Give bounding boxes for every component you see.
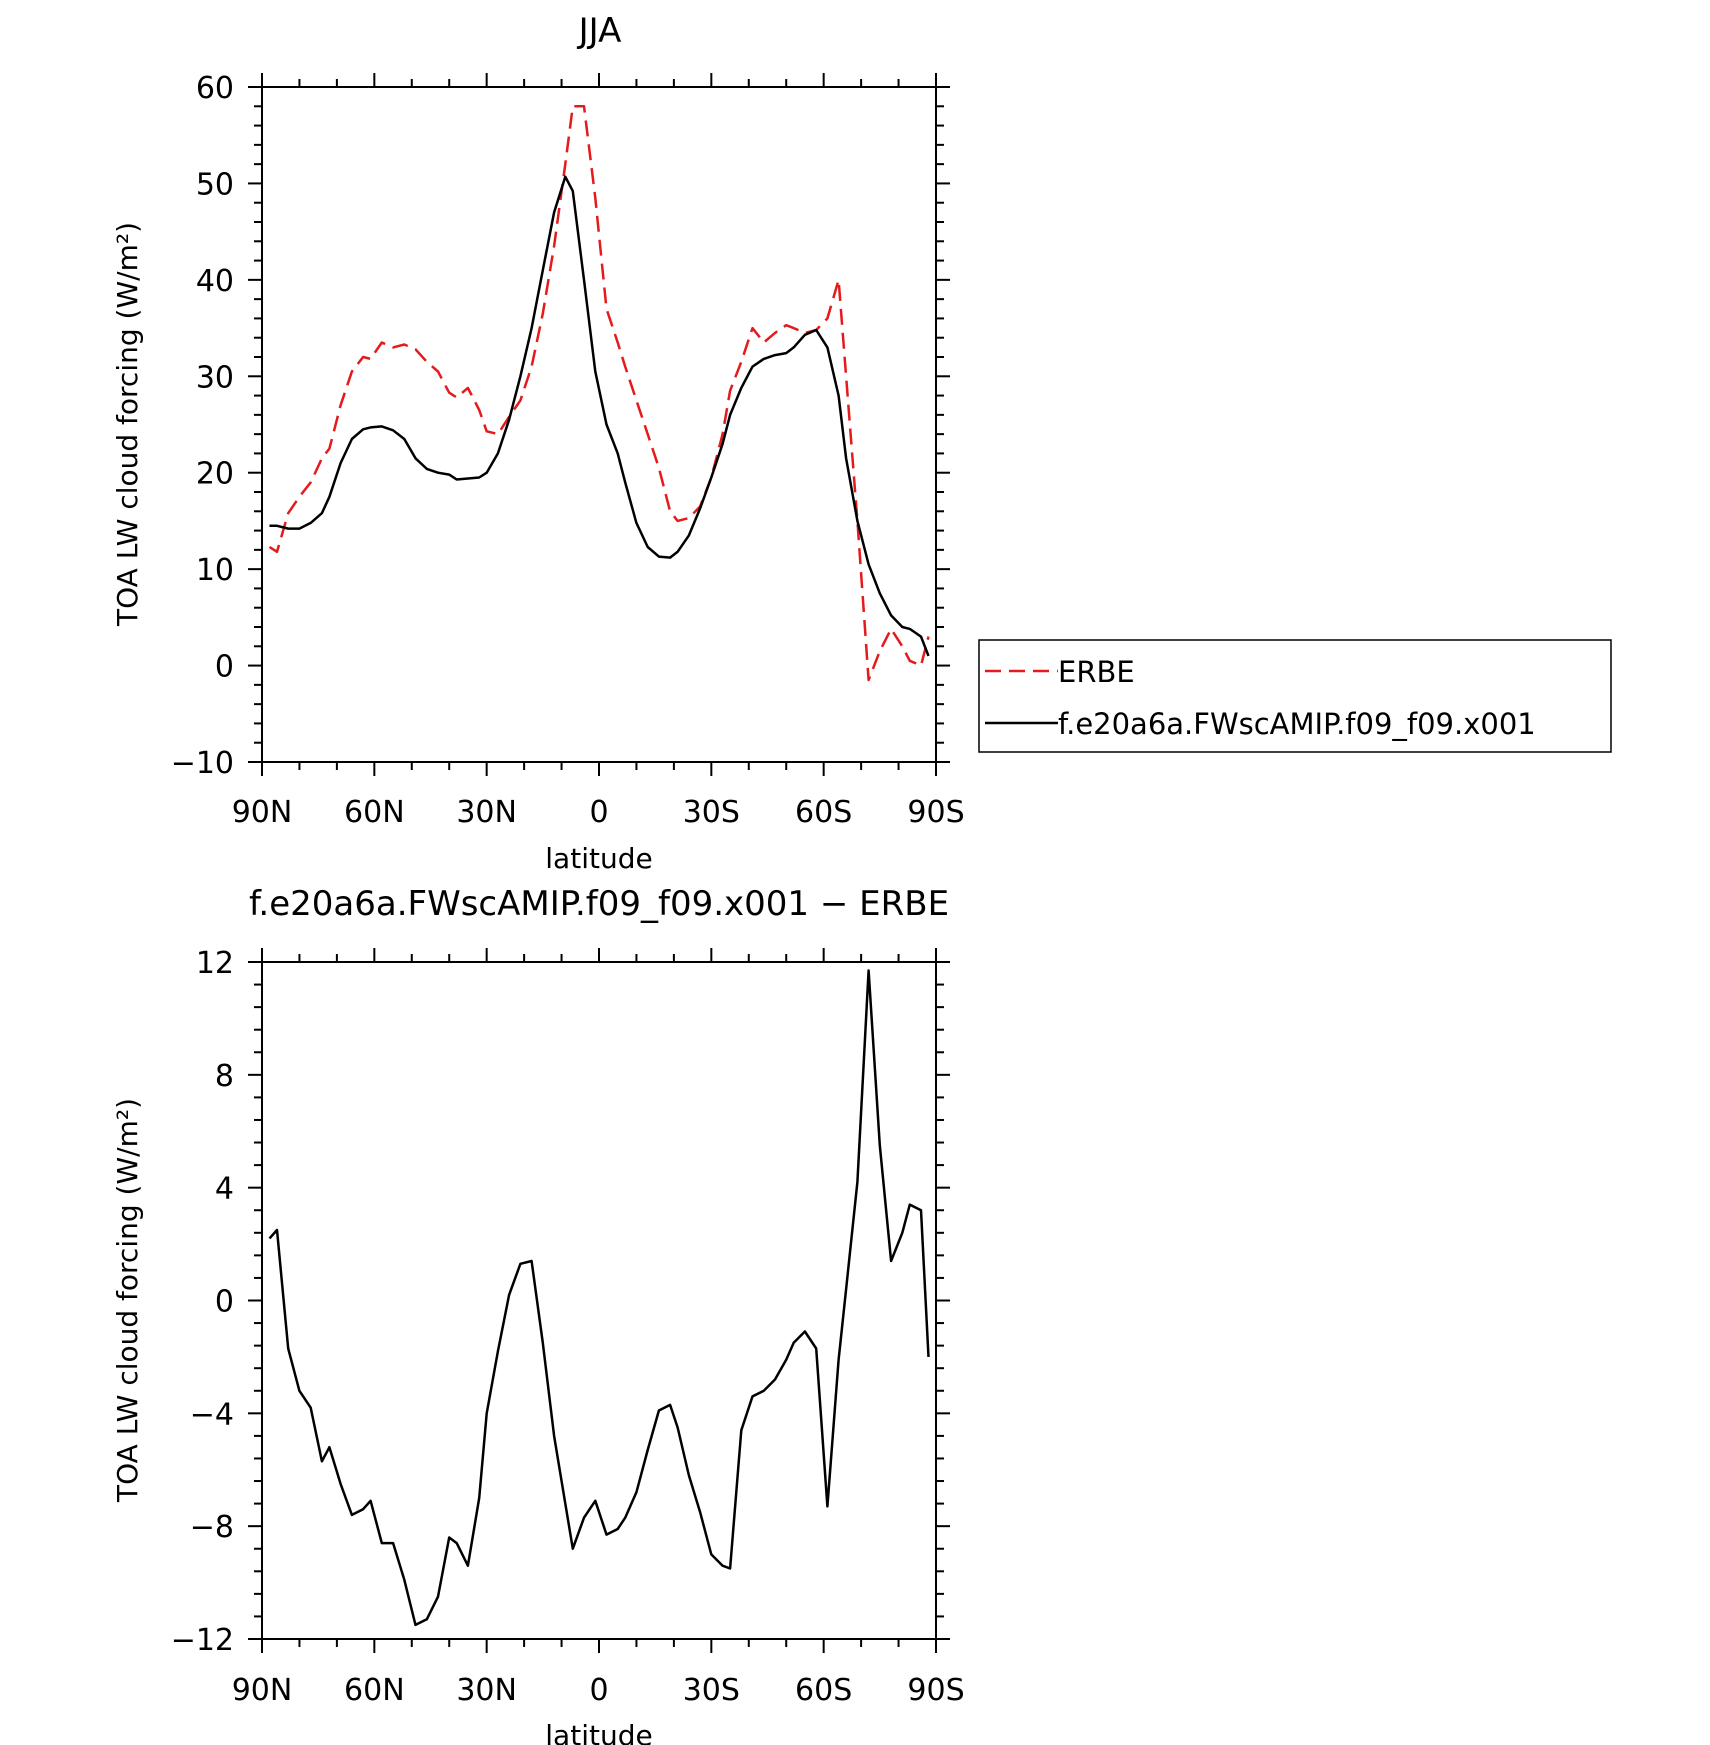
legend-entry-model: f.e20a6a.FWscAMIP.f09_f09.x001 — [1058, 707, 1536, 741]
top-y-axis-label: TOA LW cloud forcing (W/m²) — [111, 222, 144, 627]
bottom-y-tick-label: 4 — [215, 1172, 234, 1207]
top-x-tick-label: 30S — [683, 795, 740, 830]
legend-box — [978, 639, 1612, 753]
top-y-tick-label: 30 — [196, 360, 234, 395]
top-y-tick-label: 0 — [215, 650, 234, 685]
bottom-tick-layer: −12 −8 −4 0 4 8 12 90N 60N 30N 0 30S 60S 90S — [171, 946, 965, 1708]
top-y-tick-label: 40 — [196, 264, 234, 299]
bottom-plot-frame — [261, 961, 937, 1640]
bottom-panel: f.e20a6a.FWscAMIP.f09_f09.x001 − ERBE −1… — [111, 884, 965, 1745]
bottom-series-line-0 — [268, 969, 930, 1627]
top-x-axis-label: latitude — [545, 842, 652, 875]
bottom-y-tick-label: 12 — [196, 946, 234, 981]
top-tick-layer: −10 0 10 20 30 40 50 60 90N 60N 30N 0 30S 60S 90S — [171, 71, 965, 830]
top-x-tick-label: 90S — [907, 795, 964, 830]
top-chart-title: JJA — [577, 11, 622, 51]
bottom-x-tick-label: 90S — [907, 1673, 964, 1708]
top-x-tick-label: 60S — [795, 795, 852, 830]
top-y-tick-label: 10 — [196, 553, 234, 588]
top-y-tick-label: 50 — [196, 167, 234, 202]
legend-entry-erbe: ERBE — [1058, 655, 1135, 689]
bottom-series-layer — [268, 969, 930, 1627]
bottom-x-tick-label: 30S — [683, 1673, 740, 1708]
top-x-tick-label: 30N — [456, 795, 517, 830]
legend: ERBE f.e20a6a.FWscAMIP.f09_f09.x001 — [978, 639, 1612, 753]
bottom-y-tick-label: −12 — [171, 1623, 234, 1658]
bottom-x-tick-label: 60S — [795, 1673, 852, 1708]
top-y-tick-label: −10 — [171, 746, 234, 781]
bottom-x-tick-label: 0 — [589, 1673, 608, 1708]
top-plot-frame — [261, 86, 937, 763]
bottom-x-axis-label: latitude — [545, 1719, 652, 1745]
bottom-chart-title: f.e20a6a.FWscAMIP.f09_f09.x001 − ERBE — [249, 884, 949, 924]
bottom-x-tick-label: 60N — [344, 1673, 405, 1708]
top-x-tick-label: 90N — [232, 795, 293, 830]
bottom-x-tick-label: 30N — [456, 1673, 517, 1708]
bottom-y-tick-label: −4 — [190, 1397, 234, 1432]
top-series-line-0 — [268, 105, 930, 682]
top-series-line-1 — [269, 175, 930, 657]
top-x-tick-label: 60N — [344, 795, 405, 830]
bottom-y-tick-label: 0 — [215, 1285, 234, 1320]
bottom-x-tick-label: 90N — [232, 1673, 293, 1708]
top-x-tick-label: 0 — [589, 795, 608, 830]
top-y-tick-label: 20 — [196, 457, 234, 492]
bottom-y-tick-label: −8 — [190, 1510, 234, 1545]
top-series-layer — [268, 105, 930, 682]
bottom-y-tick-label: 8 — [215, 1059, 234, 1094]
bottom-y-axis-label: TOA LW cloud forcing (W/m²) — [111, 1098, 144, 1503]
top-y-tick-label: 60 — [196, 71, 234, 106]
